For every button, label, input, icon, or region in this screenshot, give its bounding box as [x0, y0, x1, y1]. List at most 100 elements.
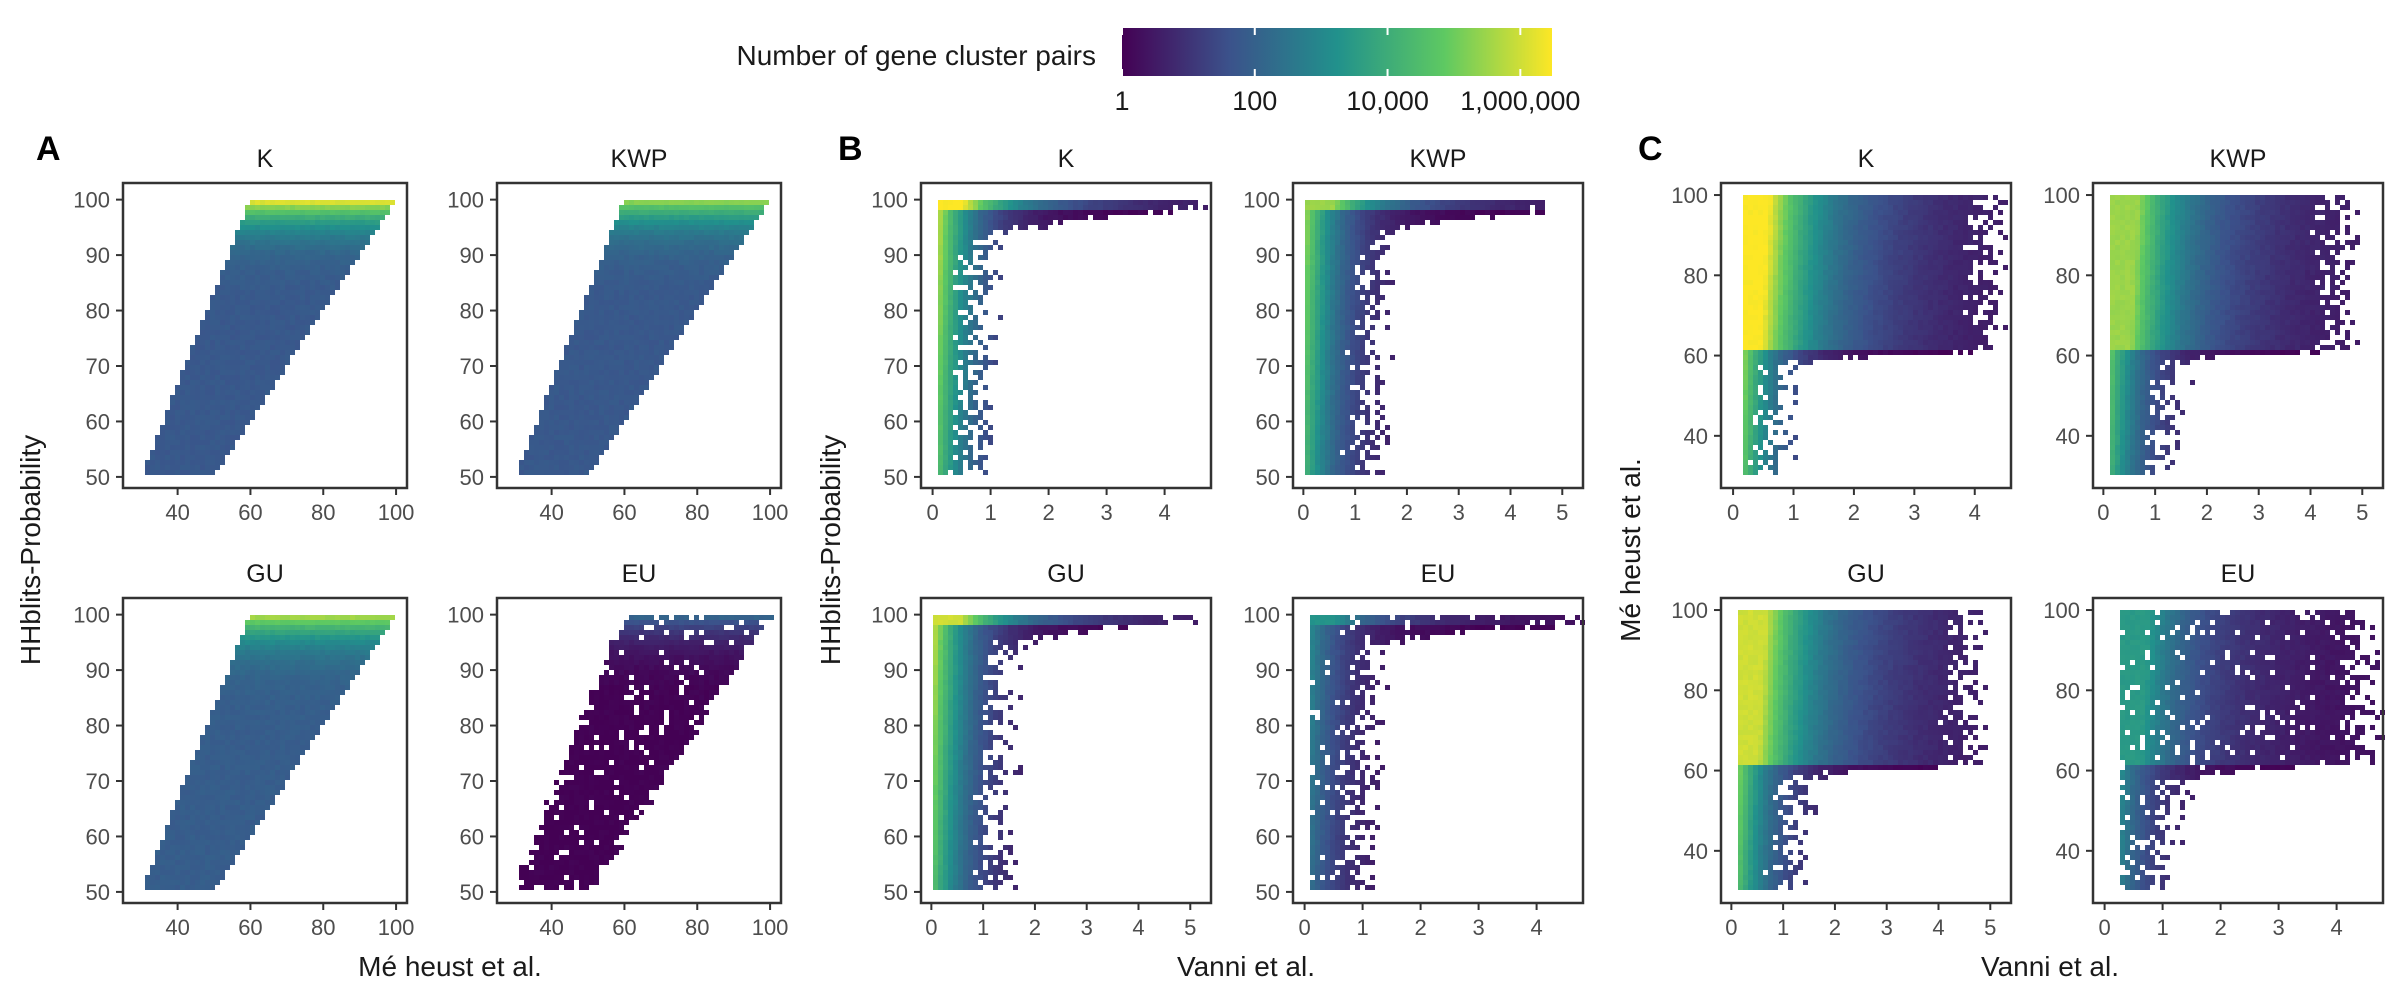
heatmap-cell: [644, 370, 649, 375]
heatmap-cell: [724, 230, 729, 235]
heatmap-cell: [210, 305, 215, 310]
heatmap-cell: [270, 365, 275, 370]
heatmap-cell: [250, 615, 255, 620]
heatmap-cell: [649, 315, 654, 320]
heatmap-cell: [614, 420, 619, 425]
heatmap-cell: [205, 420, 210, 425]
heatmap-cell: [185, 830, 190, 835]
heatmap-cell: [699, 705, 704, 710]
heatmap-cell: [714, 625, 719, 630]
heatmap-cell: [539, 835, 544, 840]
heatmap-cell: [235, 330, 240, 335]
heatmap-cell: [589, 720, 594, 725]
heatmap-cell: [195, 870, 200, 875]
heatmap-cell: [704, 280, 709, 285]
heatmap-cell: [195, 840, 200, 845]
heatmap-cell: [734, 205, 739, 210]
heatmap-cell: [594, 710, 599, 715]
heatmap-cell: [609, 705, 614, 710]
heatmap-cell: [1153, 210, 1158, 215]
heatmap-cell: [315, 280, 320, 285]
heatmap-cell: [584, 810, 589, 815]
heatmap-cell: [185, 430, 190, 435]
heatmap-cell: [160, 885, 165, 890]
heatmap-cell: [265, 760, 270, 765]
heatmap-cell: [260, 220, 265, 225]
heatmap-cell: [225, 855, 230, 860]
heatmap-cell: [629, 300, 634, 305]
heatmap-cell: [245, 835, 250, 840]
heatmap-cell: [350, 230, 355, 235]
heatmap-cell: [564, 855, 569, 860]
heatmap-cell: [285, 335, 290, 340]
heatmap-cell: [519, 460, 524, 465]
heatmap-cell: [280, 350, 285, 355]
heatmap-cell: [265, 735, 270, 740]
heatmap-cell: [634, 345, 639, 350]
heatmap-cell: [210, 430, 215, 435]
x-axis-title-a: Mé heust et al.: [358, 951, 542, 982]
heatmap-cell: [559, 415, 564, 420]
heatmap-cell: [240, 225, 245, 230]
heatmap-cell: [589, 775, 594, 780]
heatmap-cell: [574, 400, 579, 405]
heatmap-cell: [285, 215, 290, 220]
heatmap-cell: [659, 280, 664, 285]
heatmap-cell: [594, 865, 599, 870]
heatmap-cell: [275, 760, 280, 765]
heatmap-cell: [230, 700, 235, 705]
heatmap-cell: [714, 640, 719, 645]
heatmap-cell: [180, 410, 185, 415]
heatmap-cell: [255, 245, 260, 250]
heatmap-cell: [634, 290, 639, 295]
heatmap-cell: [285, 280, 290, 285]
heatmap-cell: [235, 315, 240, 320]
heatmap-cell: [265, 295, 270, 300]
heatmap-cell: [220, 315, 225, 320]
heatmap-cell: [639, 315, 644, 320]
heatmap-cell: [265, 770, 270, 775]
heatmap-cell: [190, 845, 195, 850]
heatmap-cell: [649, 220, 654, 225]
heatmap-cell: [654, 630, 659, 635]
heatmap-cell: [295, 730, 300, 735]
heatmap-cell: [574, 415, 579, 420]
x-tick-label: 60: [612, 500, 636, 525]
heatmap-cell: [644, 280, 649, 285]
heatmap-cell: [230, 715, 235, 720]
heatmap-cell: [1133, 200, 1138, 205]
heatmap-cell: [190, 425, 195, 430]
heatmap-cell: [629, 775, 634, 780]
heatmap-cell: [270, 215, 275, 220]
heatmap-cell: [704, 675, 709, 680]
heatmap-cell: [624, 340, 629, 345]
heatmap-cell: [220, 710, 225, 715]
heatmap-cell: [245, 410, 250, 415]
heatmap-cell: [165, 845, 170, 850]
heatmap-cell: [285, 270, 290, 275]
heatmap-cell: [270, 260, 275, 265]
heatmap-cell: [664, 685, 669, 690]
heatmap-cell: [180, 430, 185, 435]
heatmap-cell: [195, 340, 200, 345]
heatmap-cell: [240, 660, 245, 665]
heatmap-cell: [165, 835, 170, 840]
heatmap-cell: [285, 680, 290, 685]
heatmap-cell: [604, 270, 609, 275]
heatmap-cell: [1093, 205, 1098, 210]
heatmap-cell: [579, 335, 584, 340]
heatmap-cell: [270, 325, 275, 330]
heatmap-cell: [679, 655, 684, 660]
heatmap-cell: [684, 620, 689, 625]
heatmap-cell: [375, 225, 380, 230]
heatmap-cell: [569, 750, 574, 755]
heatmap-cell: [270, 675, 275, 680]
heatmap-cell: [734, 665, 739, 670]
heatmap-cell: [225, 740, 230, 745]
heatmap-cell: [714, 200, 719, 205]
heatmap-cell: [275, 645, 280, 650]
heatmap-cell: [345, 665, 350, 670]
heatmap-cell: [255, 770, 260, 775]
heatmap-cell: [210, 355, 215, 360]
heatmap-cell: [549, 410, 554, 415]
